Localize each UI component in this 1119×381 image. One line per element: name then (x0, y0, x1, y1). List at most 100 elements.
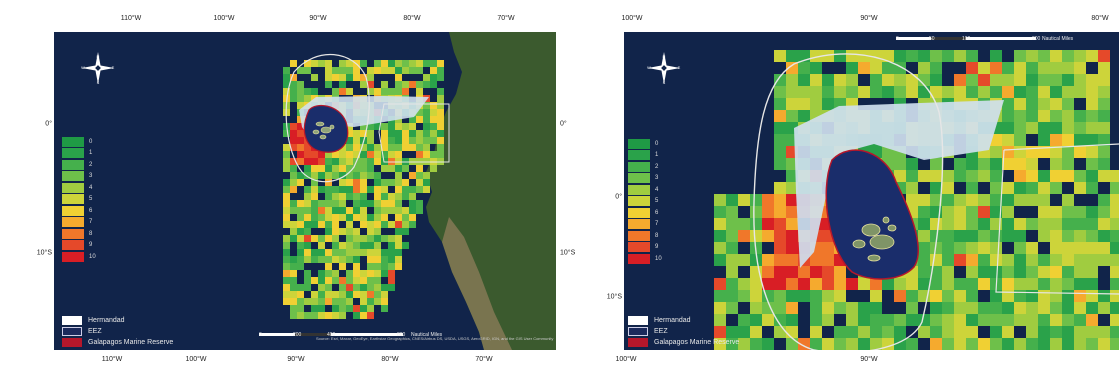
effort-cell (332, 88, 339, 95)
effort-cell (339, 312, 346, 319)
effort-cell (834, 278, 846, 290)
effort-cell (1110, 230, 1119, 242)
effort-cell (954, 86, 966, 98)
legend-swatch (628, 242, 650, 253)
scale-label: 400 (327, 332, 336, 338)
effort-cell (894, 170, 906, 182)
effort-cell (1050, 290, 1062, 302)
effort-cell (1002, 290, 1014, 302)
effort-cell (416, 200, 423, 207)
effort-cell (726, 218, 738, 230)
effort-cell (283, 256, 290, 263)
effort-cell (1038, 230, 1050, 242)
effort-cell (367, 200, 374, 207)
effort-cell (374, 193, 381, 200)
feature-key: Hermandad EEZ Galapagos Marine Reserve (62, 315, 173, 348)
scale-label: 0 (896, 36, 899, 42)
effort-cell (311, 165, 318, 172)
effort-cell (318, 172, 325, 179)
effort-cell (416, 67, 423, 74)
effort-cell (318, 207, 325, 214)
effort-cell (1098, 338, 1110, 350)
effort-cell (990, 302, 1002, 314)
effort-cell (990, 86, 1002, 98)
effort-cell (283, 193, 290, 200)
effort-cell (954, 170, 966, 182)
effort-cell (942, 314, 954, 326)
compass-west: W (647, 65, 651, 70)
effort-cell (290, 186, 297, 193)
effort-cell (1002, 266, 1014, 278)
effort-cell (290, 172, 297, 179)
effort-cell (367, 67, 374, 74)
effort-cell (388, 256, 395, 263)
effort-cell (966, 278, 978, 290)
effort-cell (1002, 338, 1014, 350)
key-entry: EEZ (628, 326, 739, 337)
effort-cell (1062, 278, 1074, 290)
island (329, 124, 335, 130)
effort-cell (402, 60, 409, 67)
effort-cell (990, 62, 1002, 74)
scale-label: 800 (397, 332, 406, 338)
effort-cell (381, 249, 388, 256)
effort-cell (346, 305, 353, 312)
galapagos-marine-reserve (825, 149, 920, 280)
effort-cell (283, 235, 290, 242)
effort-cell (381, 186, 388, 193)
effort-cell (930, 86, 942, 98)
effort-cell (870, 50, 882, 62)
effort-cell (395, 123, 402, 130)
legend-swatch (62, 228, 84, 239)
effort-cell (1098, 206, 1110, 218)
legend-label: 9 (89, 242, 93, 249)
effort-cell (297, 81, 304, 88)
effort-cell (381, 137, 388, 144)
effort-cell (304, 193, 311, 200)
scale-unit: Nautical Miles (1042, 36, 1074, 42)
effort-cell (381, 221, 388, 228)
effort-cell (714, 254, 726, 266)
effort-cell (409, 60, 416, 67)
effort-cell (1038, 290, 1050, 302)
effort-cell (360, 130, 367, 137)
effort-cell (894, 74, 906, 86)
effort-cell (402, 179, 409, 186)
effort-cell (774, 134, 786, 146)
effort-cell (822, 86, 834, 98)
effort-cell (1062, 158, 1074, 170)
effort-cell (395, 200, 402, 207)
effort-cell (762, 194, 774, 206)
axis-tick-label: 100°W (621, 15, 643, 22)
effort-cell (395, 130, 402, 137)
effort-cell (1098, 326, 1110, 338)
effort-cell (822, 290, 834, 302)
effort-cell (318, 305, 325, 312)
effort-cell (822, 278, 834, 290)
effort-cell (367, 242, 374, 249)
effort-cell (1098, 50, 1110, 62)
effort-cell (810, 326, 822, 338)
effort-cell (423, 74, 430, 81)
legend-entry: 0 (62, 136, 96, 148)
effort-cell (846, 50, 858, 62)
effort-cell (283, 179, 290, 186)
key-entry: EEZ (62, 326, 173, 337)
effort-cell (786, 86, 798, 98)
effort-cell (367, 305, 374, 312)
effort-cell (395, 235, 402, 242)
effort-cell (388, 200, 395, 207)
effort-cell (1086, 218, 1098, 230)
axis-tick-label: 90°W (309, 15, 327, 22)
effort-cell (437, 88, 444, 95)
legend-entry: 9 (62, 240, 96, 252)
effort-cell (1050, 50, 1062, 62)
effort-cell (1062, 254, 1074, 266)
effort-cell (1038, 338, 1050, 350)
effort-cell (332, 207, 339, 214)
effort-cell (437, 144, 444, 151)
effort-cell (906, 158, 918, 170)
effort-cell (297, 88, 304, 95)
effort-cell (1098, 302, 1110, 314)
effort-cell (714, 314, 726, 326)
